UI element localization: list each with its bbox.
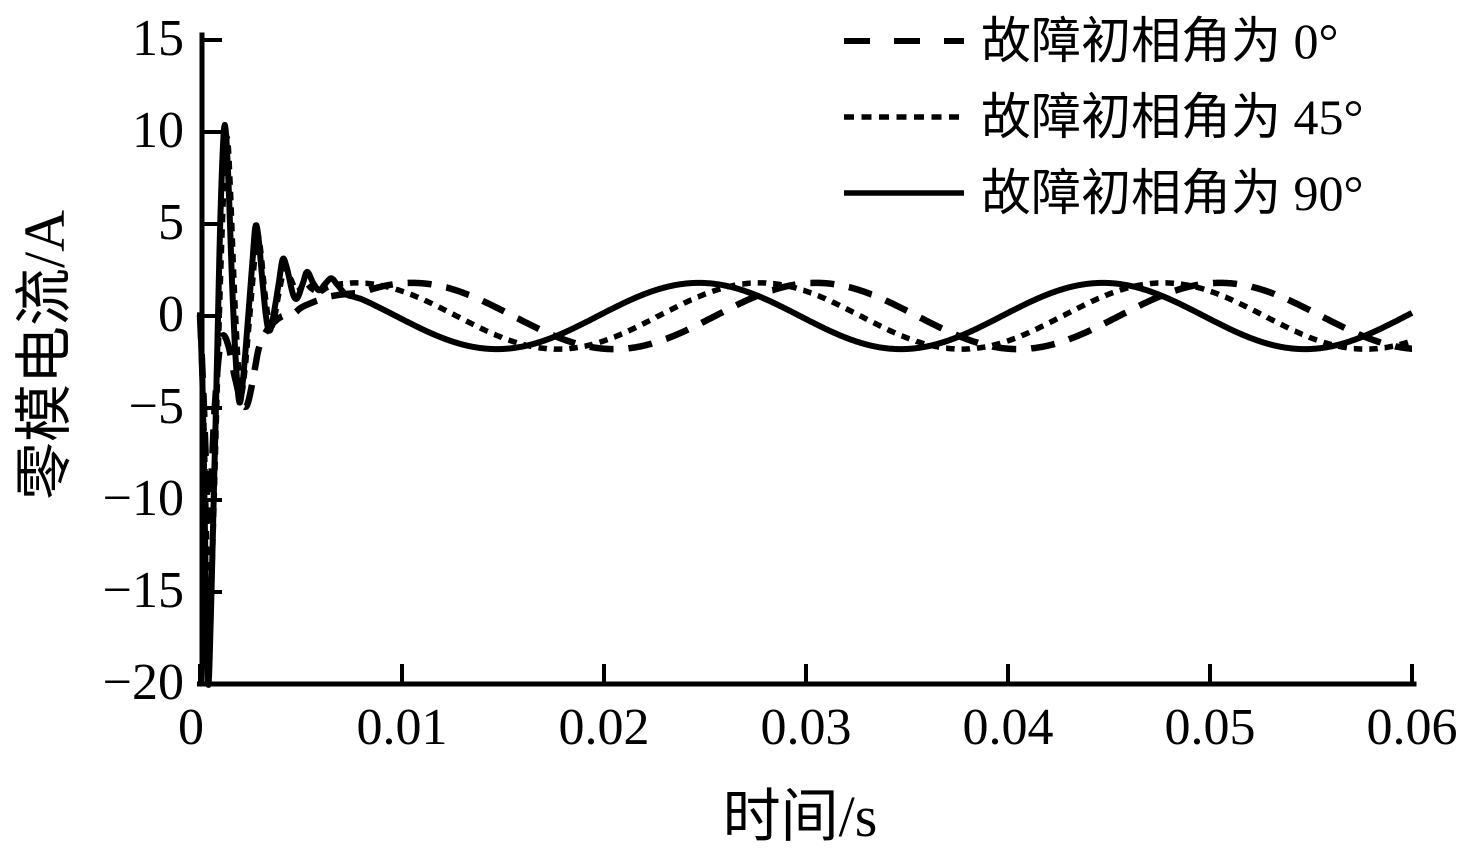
x-tick-label: 0.01 <box>356 699 448 756</box>
legend-label: 故障初相角为 45° <box>981 89 1364 145</box>
legend-item: 故障初相角为 0° <box>843 3 1364 79</box>
x-tick-label: 0.03 <box>760 699 852 756</box>
y-tick-label: −5 <box>128 377 184 435</box>
y-axis-title: 零模电流/A <box>12 209 77 501</box>
y-tick-label: 0 <box>158 285 184 343</box>
y-tick-label: −10 <box>102 469 184 527</box>
y-tick-label: −20 <box>102 653 184 711</box>
y-tick-label: 15 <box>132 9 184 67</box>
series-curve-dotted <box>197 134 1415 604</box>
legend-label: 故障初相角为 0° <box>981 13 1339 69</box>
y-tick-label: 5 <box>158 193 184 251</box>
legend-line-sample-dashed <box>844 38 964 44</box>
legend: 故障初相角为 0° 故障初相角为 45° 故障初相角为 90° <box>843 3 1364 231</box>
x-axis-title: 时间/s <box>722 784 878 849</box>
legend-item: 故障初相角为 45° <box>843 79 1364 155</box>
x-tick-label: 0.05 <box>1164 699 1256 756</box>
legend-label: 故障初相角为 90° <box>981 165 1364 221</box>
x-tick-label: 0.06 <box>1366 699 1458 756</box>
y-tick-label: 10 <box>132 101 184 159</box>
legend-item: 故障初相角为 90° <box>843 155 1364 231</box>
x-tick-label: 0 <box>178 699 204 756</box>
x-tick-label: 0.02 <box>558 699 650 756</box>
y-tick-label: −15 <box>102 561 184 619</box>
x-tick-label: 0.04 <box>962 699 1054 756</box>
legend-line-sample-solid <box>844 190 964 196</box>
legend-line-sample-dotted <box>844 114 964 120</box>
series-curve-solid <box>197 121 1415 688</box>
